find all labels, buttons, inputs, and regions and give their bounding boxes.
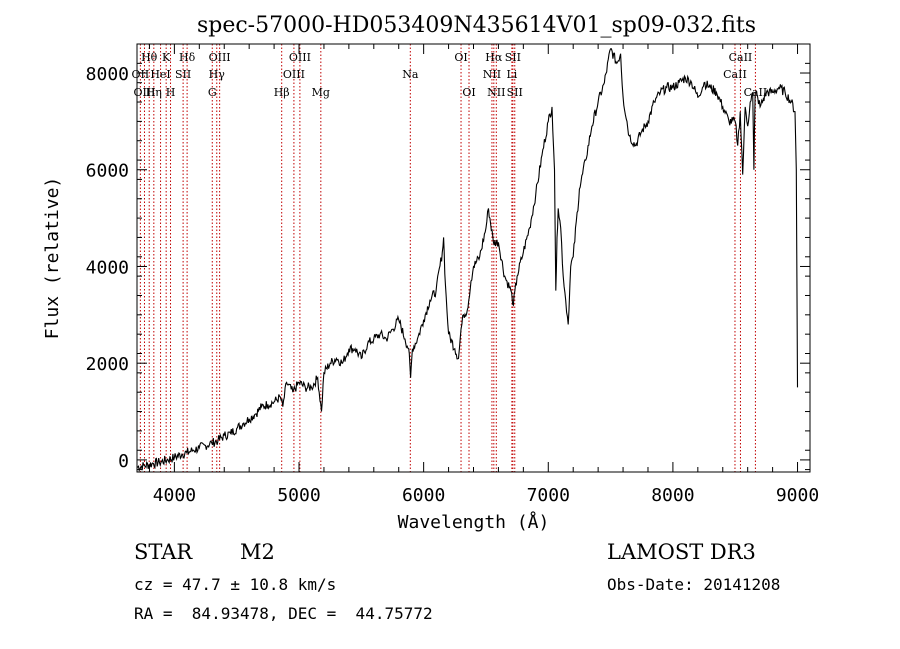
plot-frame: [136, 43, 811, 473]
object-subclass: M2: [240, 540, 275, 564]
spectral-line-label: Hδ: [179, 51, 196, 64]
y-tick-label: 4000: [86, 257, 129, 278]
spectral-line-label: OII: [132, 68, 150, 81]
spectral-line-label: NII: [483, 68, 501, 81]
spectral-line-label: OIII: [133, 86, 155, 99]
chart-title: spec-57000-HD053409N435614V01_sp09-032.f…: [197, 13, 756, 38]
spectral-line-label: SII: [505, 51, 521, 64]
spectral-line-label: OI: [454, 51, 467, 64]
spectral-line-label: OI: [462, 86, 475, 99]
spectral-line-label: SII: [507, 86, 523, 99]
spectral-line-label: Hα: [485, 51, 503, 64]
spectral-line-label: SII: [175, 68, 191, 81]
spectral-line-label: CaII: [729, 51, 753, 64]
y-tick-label: 2000: [86, 354, 129, 375]
x-tick-label: 6000: [402, 485, 445, 506]
spectrum-line: [136, 48, 799, 472]
spectral-line-label: Mg: [312, 86, 330, 99]
y-axis-label: Flux (relative): [42, 177, 63, 340]
spectral-line-label: K: [162, 51, 171, 64]
y-tick-label: 8000: [86, 64, 129, 85]
x-tick-label: 9000: [776, 485, 819, 506]
spectral-line-label: OIII: [283, 68, 305, 81]
observation-date: Obs-Date: 20141208: [607, 575, 781, 594]
spectral-line-label: H: [166, 86, 176, 99]
spectral-line-label: Hθ: [141, 51, 158, 64]
spectral-line-label: Li: [506, 68, 517, 81]
x-axis-label: Wavelength (Å): [398, 511, 550, 533]
survey-label: LAMOST DR3: [607, 540, 756, 564]
object-class: STAR: [134, 540, 193, 564]
spectral-line-label: G: [208, 86, 217, 99]
spectral-line-label: Na: [402, 68, 419, 81]
spectral-line-label: NII: [487, 86, 505, 99]
spectral-line-label: Hη: [146, 86, 162, 99]
x-tick-label: 7000: [527, 485, 570, 506]
x-tick-label: 5000: [277, 485, 320, 506]
spectral-line-label: Hγ: [209, 68, 226, 81]
coordinates: RA = 84.93478, DEC = 44.75772: [134, 604, 433, 623]
y-tick-label: 6000: [86, 161, 129, 182]
redshift-velocity: cz = 47.7 ± 10.8 km/s: [134, 575, 337, 594]
x-tick-label: 8000: [651, 485, 694, 506]
x-tick-label: 4000: [153, 485, 196, 506]
spectral-line-label: HeI: [150, 68, 170, 81]
spectral-line-label: Hβ: [274, 86, 290, 99]
y-tick-label: 0: [118, 451, 129, 472]
spectral-line-label: CaII: [723, 68, 747, 81]
spectral-line-label: OIII: [289, 51, 311, 64]
spectral-line-label: OIII: [209, 51, 231, 64]
